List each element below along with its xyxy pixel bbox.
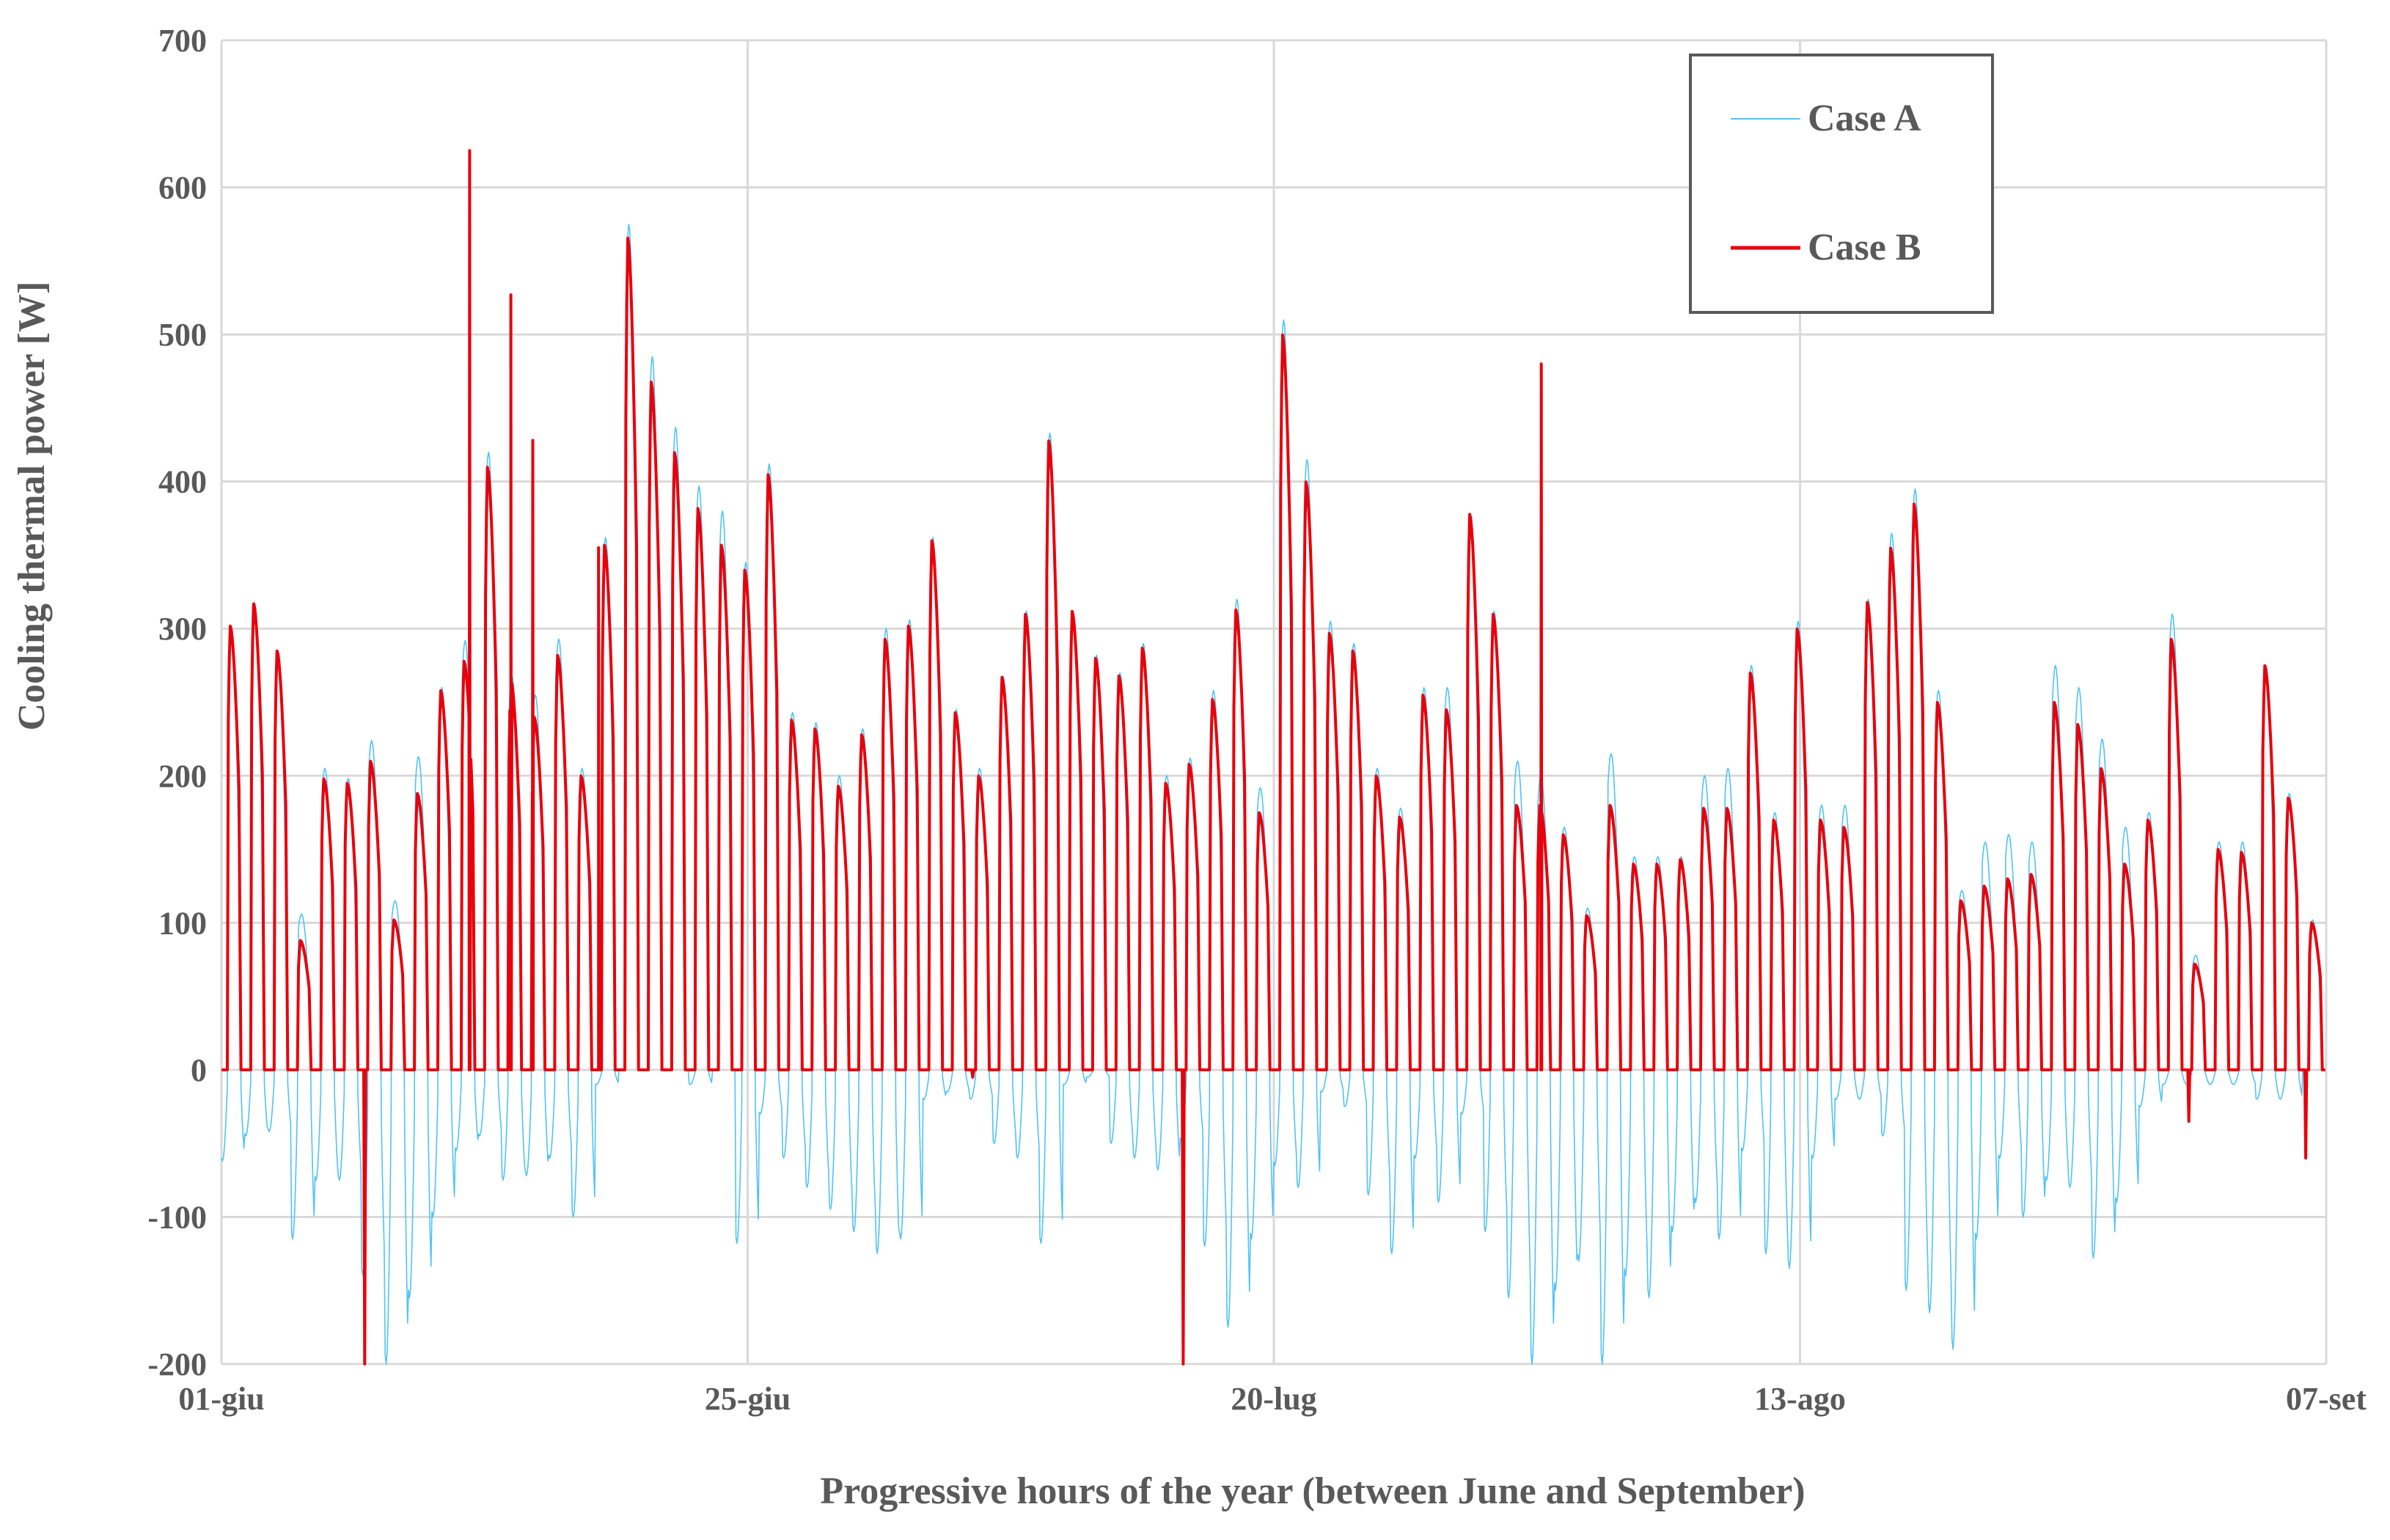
y-axis-title: Cooling thermal power [W] <box>11 282 53 731</box>
series-line-case-a <box>221 224 2325 1365</box>
legend-label-case-a: Case A <box>1808 98 1921 139</box>
y-tick-label: 100 <box>158 905 207 941</box>
y-tick-label: 400 <box>158 464 207 500</box>
y-tick-label: 500 <box>158 317 207 353</box>
x-tick-label: 20-lug <box>1231 1381 1316 1417</box>
x-tick-label: 01-giu <box>178 1381 264 1417</box>
y-tick-label: 600 <box>158 170 207 206</box>
series-layer <box>221 149 2326 1365</box>
x-tick-label: 25-giu <box>705 1381 791 1417</box>
axis-layer: -200 -100 0 100 200 300 400 500 600 700 01-giu 25-g… <box>147 23 2367 1417</box>
x-axis-title: Progressive hours of the year (between J… <box>820 1470 1805 1512</box>
y-tick-label: 700 <box>158 23 207 59</box>
legend-label-case-b: Case B <box>1808 227 1921 268</box>
y-tick-label: 200 <box>158 758 207 794</box>
legend: Case A Case B <box>1689 54 1994 314</box>
y-tick-label: 300 <box>158 611 207 647</box>
series-line-case-b <box>221 149 2326 1365</box>
grid-lines <box>220 39 2328 1365</box>
x-tick-label: 07-set <box>2286 1381 2367 1417</box>
y-tick-label: -200 <box>147 1346 207 1382</box>
legend-box <box>1689 54 1994 314</box>
y-tick-label: 0 <box>191 1052 207 1088</box>
x-tick-label: 13-ago <box>1754 1381 1846 1417</box>
y-tick-label: -100 <box>147 1199 207 1235</box>
